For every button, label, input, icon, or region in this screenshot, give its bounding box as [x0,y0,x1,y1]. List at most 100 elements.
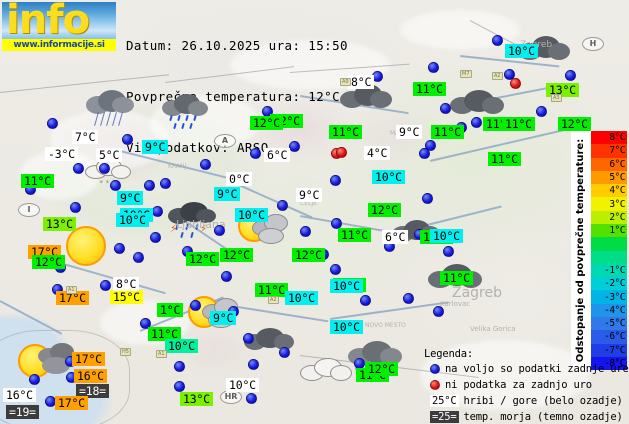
station-marker-current[interactable] [419,148,430,159]
station-marker-current[interactable] [277,200,288,211]
station-marker-current[interactable] [73,163,84,174]
station-marker-current[interactable] [279,347,290,358]
station-marker-current[interactable] [114,243,125,254]
station-marker-current[interactable] [504,69,515,80]
station-marker-current[interactable] [246,393,257,404]
station-marker-current[interactable] [100,280,111,291]
temperature-label: 11°C [488,152,521,166]
temperature-label: 9°C [296,188,323,202]
station-marker-current[interactable] [330,175,341,186]
site-logo[interactable]: info www.informacije.si [2,2,116,51]
temperature-label: 9°C [396,125,423,139]
station-marker-current[interactable] [29,374,40,385]
station-marker-stale[interactable] [336,147,347,158]
temperature-label: 12°C [292,248,325,262]
legend-row-text: hribi / gore (belo ozadje) [463,395,623,407]
country-code-hr: HR [220,390,242,404]
station-marker-current[interactable] [214,225,225,236]
station-marker-current[interactable] [122,134,133,145]
temperature-label: 17°C [55,396,88,410]
legend-swatch-white: 25°C [430,395,459,407]
temperature-label: 16°C [74,369,107,383]
scale-caption: Odstopanje od povprečne temperature: [571,131,591,370]
legend-swatch-dark: =25= [430,411,459,423]
scale-row: -5°C [591,316,627,331]
station-marker-current[interactable] [174,381,185,392]
temperature-label: 9°C [142,140,169,154]
temperature-label: 11°C [255,283,288,297]
highway-badge: A1 [156,350,167,358]
scale-row: -6°C [591,330,627,344]
station-marker-current[interactable] [250,148,261,159]
station-marker-current[interactable] [99,163,110,174]
station-marker-current[interactable] [150,232,161,243]
station-marker-current[interactable] [110,180,121,191]
station-marker-current[interactable] [47,118,58,129]
station-marker-current[interactable] [160,178,171,189]
station-marker-current[interactable] [152,206,163,217]
temperature-label: =19= [6,405,39,419]
weather-icon-thunderstorm: ⚡ ⚡ [168,202,222,246]
station-marker-current[interactable] [425,140,436,151]
legend-row: =25= temp. morja (temno ozadje) [430,409,629,424]
highway-badge: A3 [551,94,562,102]
station-marker-current[interactable] [289,141,300,152]
scale-row: -7°C [591,343,627,357]
station-marker-current[interactable] [565,70,576,81]
legend-row: 25°C hribi / gore (belo ozadje) [430,393,629,409]
station-marker-current[interactable] [144,180,155,191]
temperature-label: 10°C [116,213,149,227]
temperature-label: 10°C [330,279,363,293]
scale-row: 3°C [591,197,627,211]
temperature-label: 9°C [210,311,237,325]
weather-icon-rain [82,88,138,128]
station-marker-current[interactable] [174,361,185,372]
legend-row-text: ni podatka za zadnjo uro [445,379,592,391]
legend-blue-dot-icon [430,364,440,374]
station-marker-current[interactable] [428,62,439,73]
temperature-label: 16°C [3,388,36,402]
station-marker-current[interactable] [330,264,341,275]
scale-row: -1°C [591,263,627,278]
station-marker-current[interactable] [221,271,232,282]
station-marker-current[interactable] [70,202,81,213]
temperature-label: 17°C [56,291,89,305]
legend-row-text: temp. morja (temno ozadje) [463,411,623,423]
station-marker-current[interactable] [331,218,342,229]
weather-icon-cloudy [450,88,506,120]
temperature-label: 11°C [431,125,464,139]
temperature-label: 10°C [226,378,259,392]
station-marker-current[interactable] [536,106,547,117]
station-marker-current[interactable] [443,246,454,257]
station-marker-current[interactable] [422,193,433,204]
temperature-label: 4°C [364,146,391,160]
scale-row: 2°C [591,210,627,224]
station-marker-current[interactable] [360,295,371,306]
station-marker-current[interactable] [471,117,482,128]
station-marker-current[interactable] [433,306,444,317]
station-marker-current[interactable] [140,318,151,329]
station-marker-current[interactable] [133,252,144,263]
station-marker-current[interactable] [200,159,211,170]
station-marker-current[interactable] [440,103,451,114]
station-marker-stale[interactable] [510,78,521,89]
scale-row: -3°C [591,290,627,304]
scale-row: -2°C [591,277,627,291]
highway-badge: H5 [120,348,131,356]
station-marker-current[interactable] [243,333,254,344]
weather-icon-cloudy [340,82,394,114]
station-marker-current[interactable] [190,300,201,311]
scale-row: 8°C [591,131,627,145]
station-marker-current[interactable] [492,35,503,46]
scale-row: -4°C [591,303,627,317]
station-marker-current[interactable] [248,359,259,370]
temperature-label: 10°C [165,339,198,353]
temperature-label: 6°C [264,148,291,162]
coastline [0,330,130,424]
station-marker-current[interactable] [300,226,311,237]
temperature-label: 7°C [72,130,99,144]
station-marker-current[interactable] [403,293,414,304]
temperature-label: 12°C [365,362,398,376]
temperature-label: 12°C [250,116,283,130]
temperature-label: 5°C [96,148,123,162]
